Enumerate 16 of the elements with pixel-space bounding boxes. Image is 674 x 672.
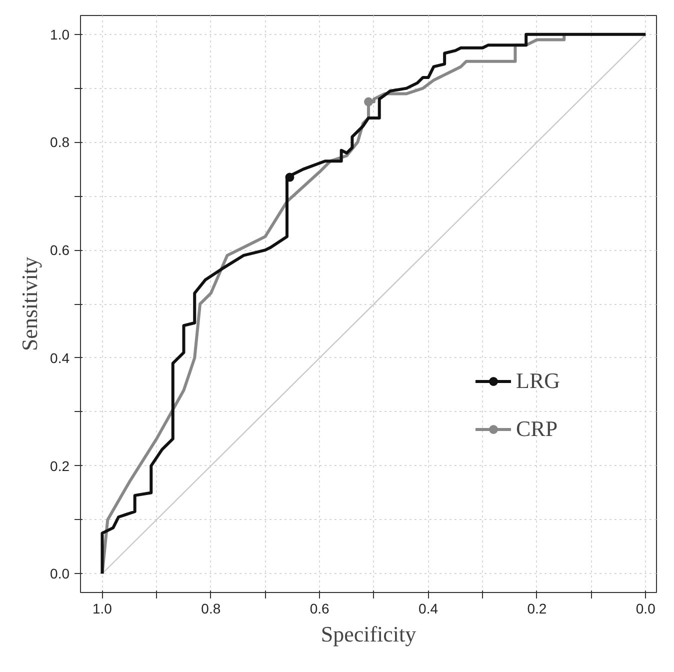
x-tick-label: 1.0 bbox=[92, 600, 112, 616]
y-axis-title: Sensitivity bbox=[17, 256, 42, 352]
y-tick-label: 1.0 bbox=[50, 26, 70, 42]
x-axis-title: Specificity bbox=[320, 622, 416, 646]
x-tick-label: 0.0 bbox=[636, 600, 656, 616]
x-tick-label: 0.2 bbox=[527, 600, 547, 616]
legend-label: CRP bbox=[516, 416, 558, 442]
y-tick-label: 0.2 bbox=[50, 458, 70, 474]
x-tick-label: 0.4 bbox=[418, 600, 438, 616]
y-tick-label: 0.0 bbox=[50, 566, 70, 582]
y-tick-label: 0.4 bbox=[50, 350, 70, 366]
x-tick-label: 0.6 bbox=[310, 600, 330, 616]
legend-label: LRG bbox=[516, 368, 560, 394]
x-tick-label: 0.8 bbox=[201, 600, 221, 616]
y-tick-label: 0.6 bbox=[50, 242, 70, 258]
y-tick-label: 0.8 bbox=[50, 134, 70, 150]
